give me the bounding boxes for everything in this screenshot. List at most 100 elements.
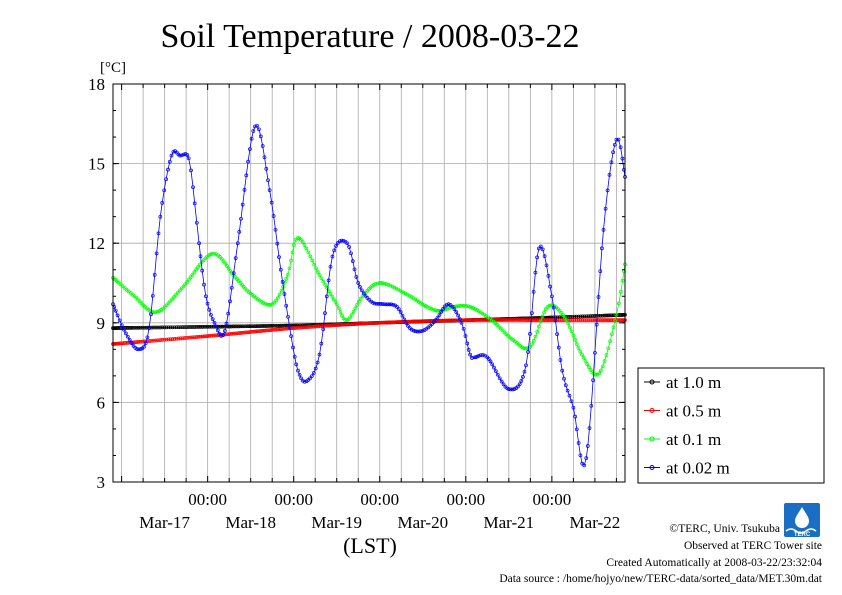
data-point: [158, 338, 162, 342]
data-point: [381, 320, 386, 325]
data-point: [296, 368, 300, 373]
data-point: [450, 304, 455, 309]
data-point: [323, 282, 328, 287]
data-point: [531, 339, 536, 343]
data-point: [349, 322, 353, 327]
data-point: [535, 255, 539, 260]
data-point: [576, 314, 581, 319]
data-point: [580, 352, 584, 357]
data-point: [426, 319, 431, 323]
data-point: [274, 327, 278, 332]
data-point: [530, 311, 534, 315]
data-point: [194, 335, 199, 339]
data-point: [451, 318, 456, 323]
data-point: [578, 318, 583, 322]
data-point: [289, 258, 293, 263]
data-point: [604, 318, 608, 322]
data-point: [367, 321, 371, 326]
data-point: [517, 382, 522, 387]
data-point: [587, 365, 591, 369]
axes: 3 6 9 12 15 18 00:00 Mar-17 00:00 Mar-18 00:00 Mar-…: [88, 75, 625, 532]
data-point: [584, 456, 589, 460]
data-point: [221, 259, 226, 263]
credit-copyright: ©TERC, Univ. Tsukuba: [670, 523, 780, 535]
data-point: [586, 318, 591, 322]
data-point: [420, 319, 425, 323]
data-point: [244, 330, 248, 335]
data-point: [210, 251, 214, 256]
data-point: [459, 320, 464, 325]
data-point: [295, 323, 300, 328]
data-point: [263, 302, 268, 306]
data-point: [271, 214, 276, 218]
data-point: [375, 281, 380, 286]
data-point: [398, 288, 403, 293]
data-point: [382, 302, 386, 307]
data-point: [247, 330, 252, 334]
data-point: [355, 303, 359, 307]
data-point: [558, 358, 563, 362]
data-point: [117, 341, 122, 346]
data-point: [522, 318, 526, 322]
data-point: [133, 325, 137, 330]
data-point: [242, 188, 247, 192]
data-point: [154, 325, 158, 330]
data-point: [614, 312, 619, 317]
data-point: [129, 326, 134, 330]
data-point: [156, 325, 160, 330]
data-point: [183, 336, 187, 340]
data-point: [560, 318, 564, 322]
data-point: [363, 293, 368, 298]
y-tick-label: 6: [97, 393, 106, 412]
data-point: [398, 310, 403, 314]
data-point: [162, 337, 167, 342]
data-point: [147, 326, 151, 330]
data-point: [328, 264, 333, 269]
data-point: [136, 340, 141, 344]
data-point: [297, 323, 301, 328]
data-point: [210, 317, 215, 321]
data-point: [354, 275, 359, 279]
data-point: [494, 369, 498, 373]
data-point: [592, 318, 597, 322]
data-point: [308, 376, 312, 381]
data-point: [594, 314, 599, 318]
data-point: [231, 271, 236, 275]
data-point: [588, 368, 593, 372]
data-point: [240, 202, 245, 207]
data-point: [547, 303, 552, 308]
data-point: [160, 201, 165, 205]
data-point: [388, 320, 393, 325]
data-point: [542, 254, 547, 258]
data-point: [544, 315, 549, 320]
data-point: [413, 319, 418, 324]
data-point: [154, 251, 159, 256]
data-point: [186, 277, 191, 282]
legend-marker: [649, 465, 655, 470]
data-point: [158, 214, 163, 219]
data-point: [212, 251, 216, 256]
data-point: [374, 301, 379, 306]
x-tick-date-label: Mar-21: [484, 513, 535, 532]
data-point: [279, 288, 284, 293]
data-point: [543, 318, 547, 322]
data-point: [237, 230, 242, 234]
data-point: [434, 308, 439, 313]
data-point: [501, 382, 506, 387]
data-point: [122, 327, 126, 332]
data-point: [571, 405, 576, 410]
data-point: [548, 315, 553, 320]
data-point: [338, 310, 343, 314]
data-point: [309, 324, 314, 329]
data-point: [251, 329, 255, 334]
data-point: [616, 313, 621, 317]
data-point: [281, 327, 285, 331]
data-point: [187, 325, 191, 329]
data-point: [158, 325, 162, 330]
legend-label: at 0.5 m: [666, 402, 721, 421]
data-point: [604, 353, 609, 357]
data-point: [170, 297, 174, 302]
chart-title: Soil Temperature / 2008-03-22: [160, 18, 579, 55]
data-point: [606, 346, 611, 351]
